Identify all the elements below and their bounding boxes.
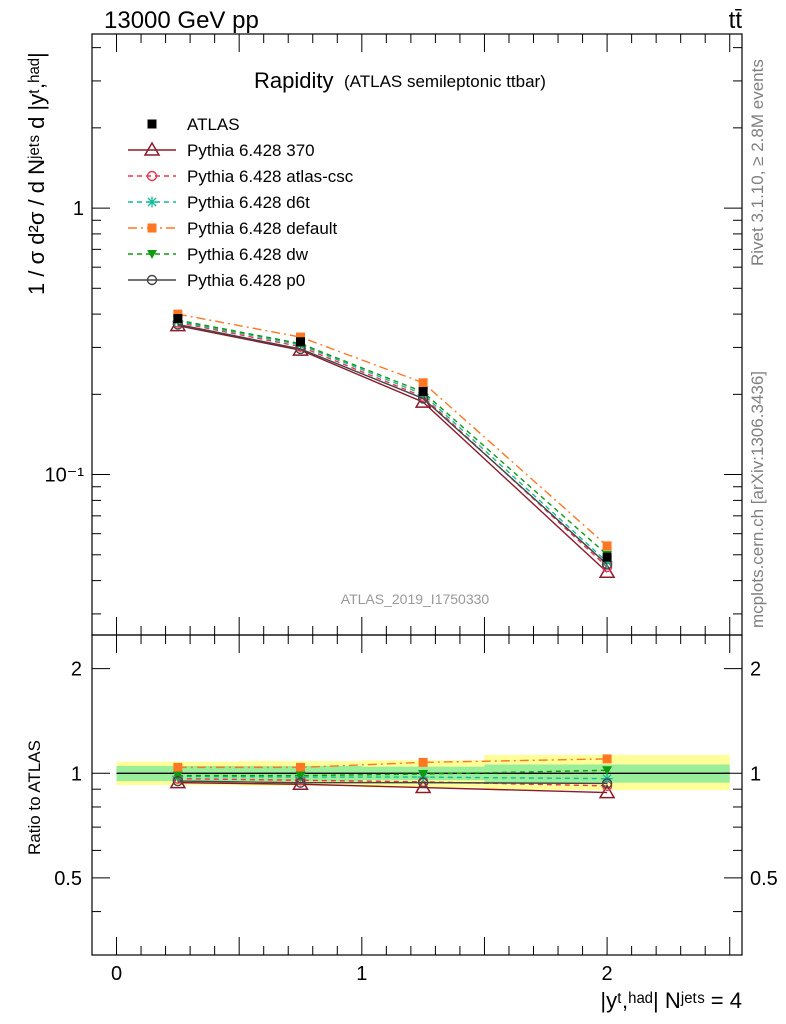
main-series-line <box>177 323 608 565</box>
x-tick-label: 1 <box>356 963 367 985</box>
ratio-data-point <box>598 784 616 799</box>
ratio-data-point <box>295 777 306 788</box>
ratio-series-line <box>177 758 608 769</box>
x-tick-label: 2 <box>602 963 613 985</box>
ratio-frame <box>91 634 743 956</box>
ratio-y-tick-label: 2 <box>71 659 82 681</box>
legend-marker <box>147 223 157 233</box>
main-data-data-point <box>295 337 305 347</box>
main-series-1 <box>172 317 613 573</box>
main-subtitle: (ATLAS semileptonic ttbar) <box>344 72 546 91</box>
main-series-4 <box>172 316 613 560</box>
main-series-3 <box>173 309 612 551</box>
ratio-y-tick-label-right: 1 <box>750 763 761 785</box>
main-title: Rapidity <box>254 68 333 93</box>
main-data-data-point <box>173 314 183 324</box>
ratio-data-point <box>601 778 613 789</box>
analysis-id-label: ATLAS_2019_I1750330 <box>341 591 490 607</box>
ratio-data-point <box>414 779 432 794</box>
legend-entry: Pythia 6.428 p0 <box>128 271 305 290</box>
main-series-0 <box>169 317 616 578</box>
main-data-point <box>418 378 428 388</box>
legend-entry: ATLAS <box>147 115 240 134</box>
ratio-data-point <box>295 762 305 772</box>
legend-label: Pythia 6.428 default <box>187 219 338 238</box>
legend-marker <box>147 119 157 129</box>
ratio-data-point <box>602 754 612 764</box>
ratio-y-tick-label: 0.5 <box>54 868 82 890</box>
legend-marker <box>146 274 158 286</box>
ratio-series-5 <box>172 775 613 789</box>
legend-entry: Pythia 6.428 default <box>128 219 338 238</box>
ratio-data-point <box>418 770 429 780</box>
main-data-series-0 <box>173 314 612 562</box>
ratio-data-point <box>295 771 306 781</box>
main-data-point <box>602 541 612 551</box>
energy-label: 13000 GeV pp <box>104 7 259 34</box>
legend-label: Pythia 6.428 atlas-csc <box>187 167 354 186</box>
main-series-5 <box>172 319 613 570</box>
main-series-line <box>177 320 608 563</box>
y-tick-label: 10⁻¹ <box>45 465 85 487</box>
ratio-series-line <box>177 777 608 787</box>
legend-entry: Pythia 6.428 dw <box>128 245 309 264</box>
legend-entry: Pythia 6.428 d6t <box>128 193 310 212</box>
legend-marker <box>143 141 161 156</box>
main-series-line <box>177 324 608 573</box>
ratio-data-point <box>172 775 184 787</box>
ratio-series-line <box>177 769 608 777</box>
main-data-point <box>598 563 616 578</box>
ratio-data-point <box>602 766 613 776</box>
main-series-line <box>177 319 608 556</box>
ratio-data-point <box>173 762 183 772</box>
main-series-2 <box>172 315 613 568</box>
ratio-data-point <box>417 777 429 788</box>
y-axis-label: 1 / σ d²σ / d Nʲᵉᵗˢ d |yᵗ,ʰᵃᵈ| <box>24 52 49 295</box>
legend-label: ATLAS <box>187 115 240 134</box>
main-series-line <box>177 321 608 568</box>
main-panel: 1 10⁻¹ Rapidity (ATLAS semileptonic ttbar… <box>24 33 743 636</box>
legend: ATLAS Pythia 6.428 370 Pythia 6.428 atlas-… <box>128 115 354 290</box>
x-axis-label: |yᵗ,ʰᵃᵈ| Nʲᵉᵗˢ = 4 <box>600 988 742 1013</box>
legend-label: Pythia 6.428 p0 <box>187 271 305 290</box>
main-data-point <box>295 332 305 342</box>
legend-entry: Pythia 6.428 atlas-csc <box>128 167 354 186</box>
ratio-panel: 0.5 0.5 1 1 2 2 0 1 2 Ratio to ATLAS |yᵗ,ʰᵃᵈ| Nʲ… <box>25 634 778 1013</box>
legend-marker <box>146 196 158 208</box>
ratio-series-line <box>177 775 608 780</box>
process-label: tt̄ <box>729 7 743 34</box>
ratio-y-tick-label-right: 2 <box>750 659 761 681</box>
x-tick-label: 0 <box>111 963 122 985</box>
ratio-series-line <box>177 780 608 785</box>
y-axis-title: 1 / σ d²σ / d Nʲᵉᵗˢ d |yᵗ,ʰᵃᵈ| <box>24 52 49 295</box>
legend-label: Pythia 6.428 d6t <box>187 193 310 212</box>
rivet-version-label: Rivet 3.1.10, ≥ 2.8M events <box>748 59 767 266</box>
ratio-y-axis-label: Ratio to ATLAS <box>25 740 44 855</box>
legend-marker <box>146 170 158 182</box>
ratio-y-tick-label-right: 0.5 <box>750 868 778 890</box>
legend-label: Pythia 6.428 370 <box>187 141 315 160</box>
ratio-series-4 <box>172 766 613 781</box>
legend-label: Pythia 6.428 dw <box>187 245 309 264</box>
ratio-series-3 <box>173 754 612 772</box>
main-series-line <box>177 313 608 547</box>
ratio-y-tick-label: 1 <box>71 763 82 785</box>
legend-entry: Pythia 6.428 370 <box>128 141 315 160</box>
main-data-data-point <box>418 386 428 396</box>
mcplots-label: mcplots.cern.ch [arXiv:1306.3436] <box>748 371 767 628</box>
legend-marker <box>147 250 157 259</box>
ratio-data-point <box>418 757 428 767</box>
ratio-series-line <box>177 781 608 794</box>
main-data-point <box>601 556 613 568</box>
main-data-data-point <box>602 552 612 562</box>
y-tick-label: 1 <box>73 198 84 220</box>
